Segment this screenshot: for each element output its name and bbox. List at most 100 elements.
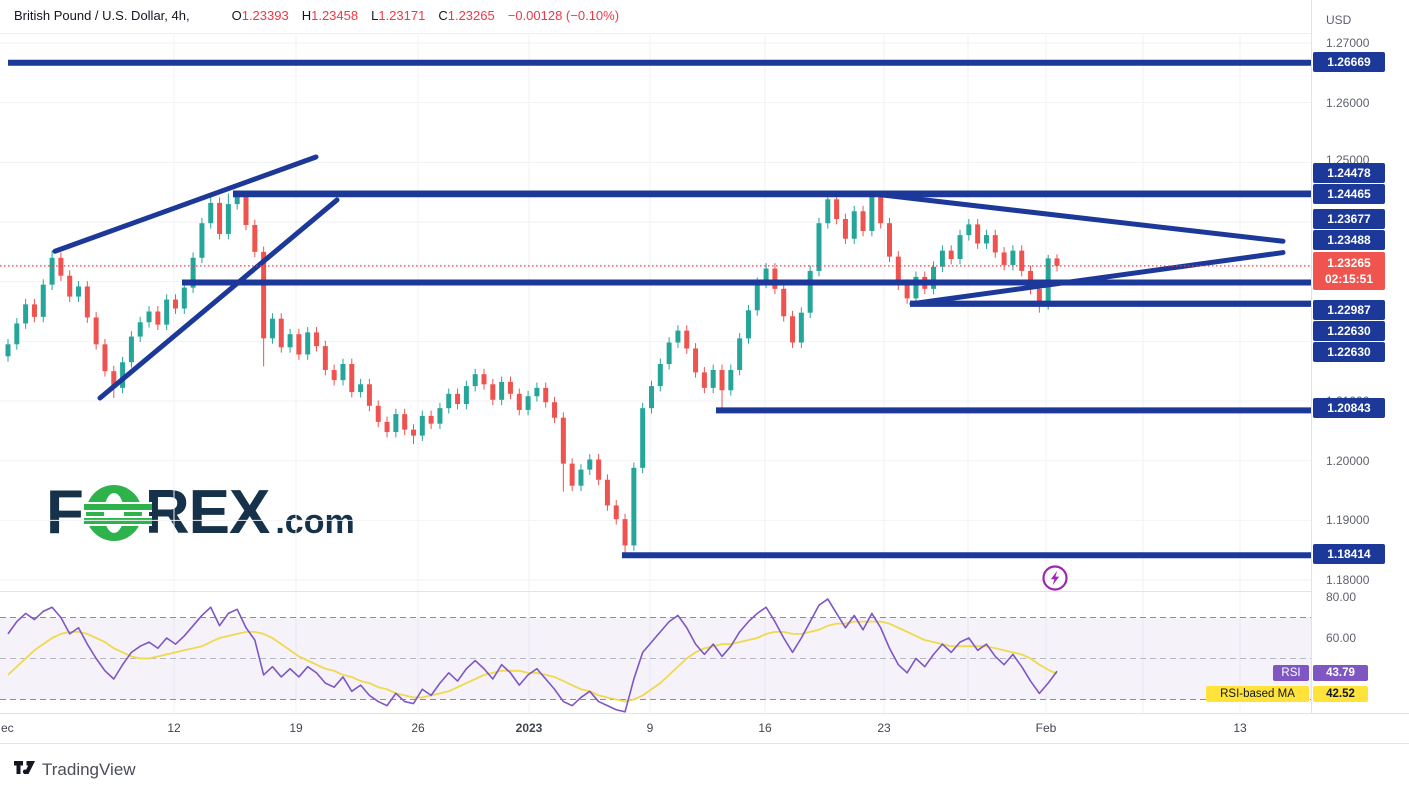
watermark-f: F (46, 478, 84, 547)
high-readout: H1.23458 (301, 8, 359, 23)
candle-body (1019, 250, 1025, 271)
candle-body (604, 479, 610, 506)
candle-body (67, 275, 73, 297)
candle-body (455, 393, 461, 404)
candle-body (578, 469, 584, 486)
candle-body (552, 402, 558, 418)
level-price-badge: 1.20843 (1313, 398, 1385, 418)
candle-body (499, 381, 505, 400)
candle-body (102, 344, 108, 372)
drawings (8, 59, 1311, 559)
candle-body (393, 414, 399, 433)
candle-body (983, 235, 989, 244)
candle-body (728, 369, 734, 391)
candle-body (816, 223, 822, 271)
candle-body (120, 362, 126, 388)
candle-body (49, 257, 55, 285)
time-axis-label: Feb (1035, 721, 1057, 735)
level-price-badge: 1.24465 (1313, 184, 1385, 204)
candle-body (437, 408, 443, 424)
level-price-badge: 1.23677 (1313, 209, 1385, 229)
time-axis-label: 13 (1233, 721, 1247, 735)
candle-body (657, 364, 663, 387)
candle-body (525, 396, 531, 410)
axis-currency-label: USD (1326, 13, 1352, 27)
candle-body (155, 311, 161, 325)
candle-body (516, 393, 522, 410)
lightning-event-icon[interactable] (1040, 563, 1070, 593)
time-axis-label: 26 (411, 721, 425, 735)
candle-body (772, 268, 778, 289)
candle-body (798, 312, 804, 343)
rsi-ma-value-badge: 42.52 (1313, 686, 1368, 702)
candle-body (622, 519, 628, 546)
candle-body (208, 202, 214, 224)
symbol-title[interactable]: British Pound / U.S. Dollar, 4h, (14, 8, 190, 23)
chart-panes[interactable] (0, 0, 1311, 713)
candle-body (666, 342, 672, 365)
candle-body (190, 257, 196, 288)
candle-body (40, 284, 46, 317)
axis-price-label: 1.19000 (1326, 513, 1370, 527)
candle-body (481, 374, 487, 385)
candle-body (137, 322, 143, 337)
tradingview-logo-text: TradingView (42, 760, 136, 779)
low-readout: L1.23171 (371, 8, 426, 23)
candle-body (613, 505, 619, 520)
candle-body (966, 224, 972, 236)
candle-body (869, 196, 875, 231)
candle-body (790, 316, 796, 343)
candle-body (939, 250, 945, 267)
candle-body (640, 408, 646, 468)
candle-body (340, 364, 346, 381)
candle-body (217, 202, 223, 234)
candle-body (252, 224, 258, 252)
level-price-badge: 1.22630 (1313, 342, 1385, 362)
candle-body (693, 348, 699, 373)
level-price-badge: 1.22987 (1313, 300, 1385, 320)
candle-body (446, 393, 452, 409)
candle-body (419, 415, 425, 436)
candle-body (1036, 288, 1042, 305)
candle-body (543, 387, 549, 403)
axis-price-label: 1.20000 (1326, 454, 1370, 468)
candle-body (710, 369, 716, 388)
candle-body (781, 288, 787, 317)
candle-body (358, 384, 364, 393)
candle-body (860, 211, 866, 231)
tradingview-mark-icon (14, 761, 35, 775)
time-axis-label: 23 (877, 721, 891, 735)
level-price-badge: 1.26669 (1313, 52, 1385, 72)
price-axis[interactable]: USD 1.270001.260001.250001.210001.200001… (1311, 0, 1409, 742)
candle-body (1054, 258, 1060, 266)
candle-body (402, 414, 408, 430)
forex-com-watermark: F REX .com (46, 478, 355, 547)
candle-body (596, 459, 602, 480)
time-axis-label: ec (1, 721, 14, 735)
axis-price-label: 80.00 (1326, 590, 1357, 604)
watermark-com: .com (275, 503, 355, 541)
candle-body (410, 429, 416, 436)
candle-body (322, 346, 328, 370)
candle-body (895, 256, 901, 285)
watermark-rex: REX (144, 478, 270, 547)
candle-body (842, 219, 848, 239)
candle-body (76, 286, 82, 297)
candle-body (146, 311, 152, 323)
candle-body (111, 371, 117, 388)
change-readout: −0.00128 (−0.10%) (507, 8, 620, 23)
rsi-ma-line (7, 620, 1058, 703)
candle-body (472, 374, 478, 387)
candle-body (878, 196, 884, 224)
time-axis-label: 16 (758, 721, 772, 735)
tradingview-logo[interactable]: TradingView (14, 760, 136, 780)
bar-countdown: 02:15:51 (1324, 272, 1374, 286)
candle-body (164, 299, 170, 325)
trend-line (909, 250, 1286, 307)
chart-legend: British Pound / U.S. Dollar, 4h, O1.2339… (14, 8, 619, 28)
candle-body (904, 284, 910, 299)
rsi-line (7, 598, 1058, 713)
time-axis[interactable]: ec 12 19 26 2023 9 16 23 Feb 13 (0, 713, 1409, 744)
candle-body (851, 211, 857, 239)
candle-body (243, 196, 249, 225)
